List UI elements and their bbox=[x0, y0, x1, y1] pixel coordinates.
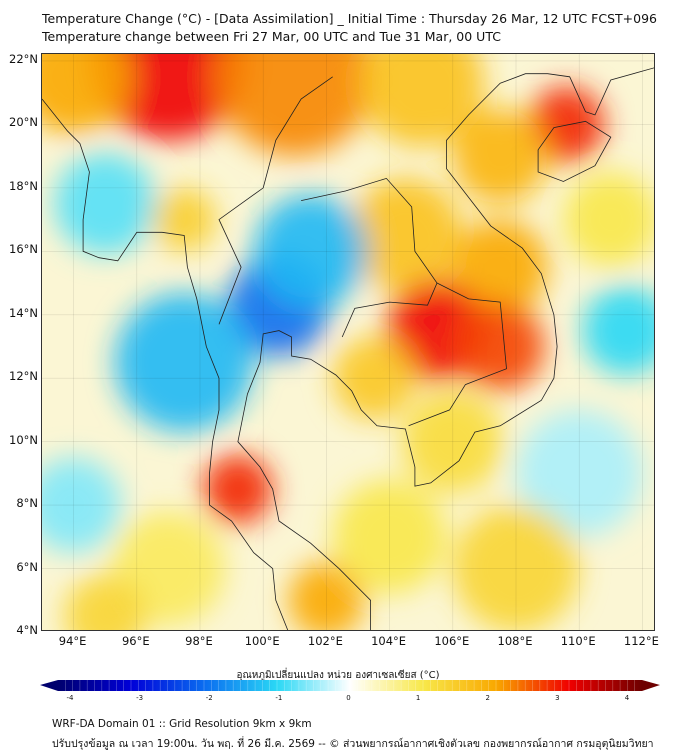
country-border bbox=[218, 76, 333, 325]
longitude-tick-label: 100°E bbox=[244, 634, 280, 648]
temperature-anomaly-region bbox=[358, 54, 485, 147]
longitude-tick-label: 102°E bbox=[307, 634, 343, 648]
colorbar bbox=[40, 680, 660, 691]
footer-update-info: ปรับปรุงข้อมูล ณ เวลา 19:00น. วัน พฤ. ที… bbox=[52, 738, 654, 750]
longitude-tick-label: 94°E bbox=[58, 634, 87, 648]
temperature-anomaly-region bbox=[452, 505, 580, 630]
colorbar-tick-label: 4 bbox=[624, 694, 630, 702]
colorbar-tick-label: 0 bbox=[346, 694, 351, 702]
colorbar-gradient bbox=[58, 680, 642, 691]
temperature-anomaly-region bbox=[215, 54, 374, 157]
temperature-anomaly-region bbox=[452, 219, 548, 315]
latitude-tick-label: 12°N bbox=[9, 369, 38, 384]
colorbar-tick-label: -3 bbox=[136, 694, 144, 702]
temperature-anomaly-region bbox=[42, 54, 131, 134]
colorbar-title: อุณหภูมิเปลี่ยนแปลง หน่วย องศาเซลเซียส (… bbox=[236, 670, 440, 681]
longitude-tick-label: 106°E bbox=[434, 634, 470, 648]
footer-model-info: WRF-DA Domain 01 :: Grid Resolution 9km … bbox=[52, 718, 312, 730]
latitude-tick-label: 14°N bbox=[9, 305, 38, 320]
latitude-tick-label: 20°N bbox=[9, 115, 38, 130]
latitude-tick-label: 8°N bbox=[16, 496, 38, 511]
longitude-tick-label: 104°E bbox=[371, 634, 407, 648]
temperature-anomaly-region bbox=[563, 172, 654, 268]
latitude-tick-label: 22°N bbox=[9, 51, 38, 66]
latitude-tick-label: 16°N bbox=[9, 242, 38, 257]
map-canvas bbox=[42, 54, 654, 630]
temperature-anomaly-region bbox=[64, 574, 147, 630]
chart-subtitle: Temperature change between Fri 27 Mar, 0… bbox=[42, 29, 501, 44]
temperature-anomaly-region bbox=[54, 153, 156, 255]
latitude-tick-label: 6°N bbox=[16, 559, 38, 574]
longitude-tick-label: 108°E bbox=[497, 634, 533, 648]
temperature-anomaly-region bbox=[452, 108, 548, 204]
chart-title: Temperature Change (°C) - [Data Assimila… bbox=[42, 11, 657, 26]
longitude-tick-label: 112°E bbox=[623, 634, 659, 648]
temperature-anomaly-region bbox=[348, 178, 463, 293]
temperature-anomaly-region bbox=[332, 479, 447, 594]
temperature-anomaly-region bbox=[42, 457, 121, 553]
longitude-tick-label: 98°E bbox=[185, 634, 213, 648]
colorbar-tick-label: 2 bbox=[485, 694, 490, 702]
temperature-change-map bbox=[41, 53, 655, 631]
colorbar-tick-label: -1 bbox=[275, 694, 283, 702]
temperature-anomaly-region bbox=[455, 302, 545, 391]
temperature-anomaly-region bbox=[582, 286, 654, 375]
colorbar-tick-label: 1 bbox=[415, 694, 421, 702]
colorbar-min-arrow bbox=[40, 680, 58, 691]
colorbar-max-arrow bbox=[642, 680, 660, 691]
longitude-tick-label: 110°E bbox=[560, 634, 596, 648]
temperature-anomaly-region bbox=[332, 337, 415, 420]
temperature-anomaly-region bbox=[203, 454, 273, 525]
temperature-anomaly-region bbox=[528, 86, 605, 163]
latitude-tick-label: 10°N bbox=[9, 432, 38, 447]
temperature-anomaly-region bbox=[288, 562, 365, 630]
colorbar-tick-label: 3 bbox=[555, 694, 560, 702]
country-border bbox=[301, 177, 438, 338]
temperature-anomaly-region bbox=[152, 187, 216, 252]
coastline bbox=[42, 98, 289, 630]
latitude-tick-label: 18°N bbox=[9, 178, 38, 193]
temperature-anomaly-region bbox=[114, 292, 254, 433]
temperature-anomaly-region bbox=[253, 194, 368, 309]
longitude-tick-label: 96°E bbox=[121, 634, 150, 648]
coastline bbox=[237, 67, 654, 630]
colorbar-tick-label: -4 bbox=[66, 694, 74, 702]
coastline bbox=[537, 120, 612, 182]
temperature-anomaly-region bbox=[402, 390, 504, 493]
latitude-tick-label: 4°N bbox=[16, 623, 38, 637]
colorbar-tick-label: -2 bbox=[205, 694, 213, 702]
country-border bbox=[408, 282, 507, 427]
temperature-anomaly-region bbox=[516, 409, 643, 537]
